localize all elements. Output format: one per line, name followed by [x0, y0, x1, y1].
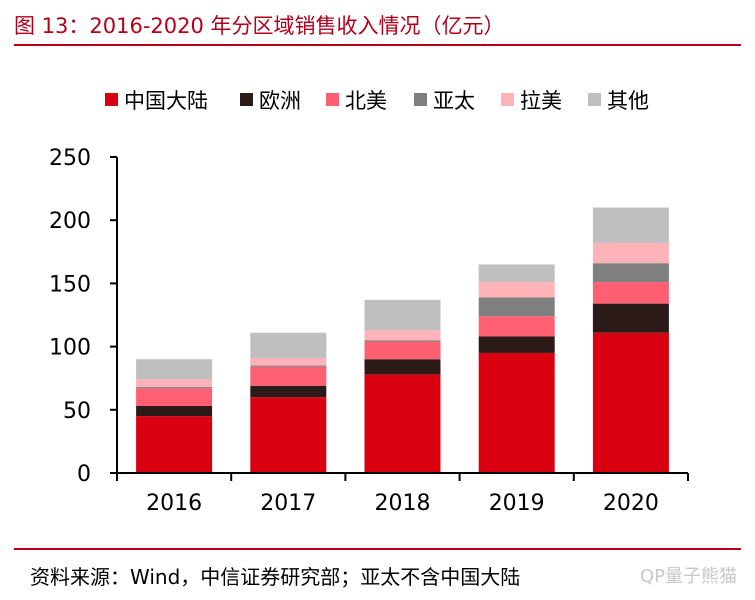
y-tick-label: 100: [49, 336, 91, 361]
x-axis: 2016 2017 2018 2019 2020: [116, 472, 689, 516]
y-tick-label: 200: [49, 209, 91, 234]
y-axis: 0 50 100 150 200 250: [49, 146, 118, 487]
bar-segment: [592, 207, 669, 243]
bar-segment: [364, 341, 441, 360]
legend-swatch: [414, 93, 427, 106]
bar-segment: [478, 336, 555, 353]
y-tick-label: 0: [77, 462, 91, 487]
y-tick-label: 250: [49, 146, 91, 171]
legend-swatch: [326, 93, 339, 106]
bar-segment: [478, 297, 555, 317]
legend-swatch: [588, 93, 601, 106]
watermark: QP量子熊猫: [639, 566, 737, 587]
legend-label: 中国大陆: [124, 89, 208, 113]
bar-segment: [250, 357, 327, 366]
bar-segment: [592, 263, 669, 283]
bar-segment: [592, 303, 669, 333]
bar-segment: [136, 359, 213, 380]
legend-label: 欧洲: [259, 89, 301, 113]
bar-segment: [136, 406, 213, 417]
legend-swatch: [105, 93, 118, 106]
x-tick-label: 2017: [260, 491, 316, 516]
bar-segment: [478, 264, 555, 283]
legend-label: 拉美: [520, 89, 562, 113]
bar-segment: [478, 316, 555, 337]
bar-segment: [250, 397, 327, 473]
chart-legend: 中国大陆 欧洲 北美 亚太 拉美 其他: [105, 89, 649, 113]
figure-title: 图 13：2016-2020 年分区域销售收入情况（亿元）: [14, 14, 505, 38]
x-tick-label: 2020: [603, 491, 659, 516]
legend-swatch: [240, 93, 253, 106]
bar-segment: [478, 282, 555, 298]
bar-segment: [364, 299, 441, 331]
bar-segment: [136, 388, 213, 407]
bar-segment: [250, 332, 327, 358]
chart-bars: [136, 207, 669, 473]
legend-label: 其他: [607, 89, 649, 113]
source-note: 资料来源：Wind，中信证券研究部；亚太不含中国大陆: [30, 565, 521, 589]
bar-segment: [250, 365, 327, 367]
bar-segment: [250, 366, 327, 386]
y-tick-label: 150: [49, 272, 91, 297]
bar-segment: [136, 379, 213, 388]
x-tick-label: 2018: [375, 491, 431, 516]
legend-label: 亚太: [433, 89, 475, 113]
bar-segment: [364, 340, 441, 342]
x-tick-label: 2016: [146, 491, 202, 516]
source-rule: [14, 548, 741, 550]
bar-segment: [592, 282, 669, 304]
bar-segment: [592, 332, 669, 473]
bar-segment: [364, 330, 441, 341]
bar-segment: [592, 242, 669, 264]
bar-segment: [364, 374, 441, 473]
y-tick-label: 50: [63, 399, 91, 424]
bar-segment: [250, 385, 327, 398]
x-tick-label: 2019: [489, 491, 545, 516]
bar-segment: [364, 359, 441, 375]
title-rule: [14, 44, 741, 46]
legend-label: 北美: [345, 89, 387, 113]
legend-swatch: [501, 93, 514, 106]
bar-segment: [478, 352, 555, 473]
bar-segment: [136, 416, 213, 473]
bar-segment: [136, 387, 213, 389]
